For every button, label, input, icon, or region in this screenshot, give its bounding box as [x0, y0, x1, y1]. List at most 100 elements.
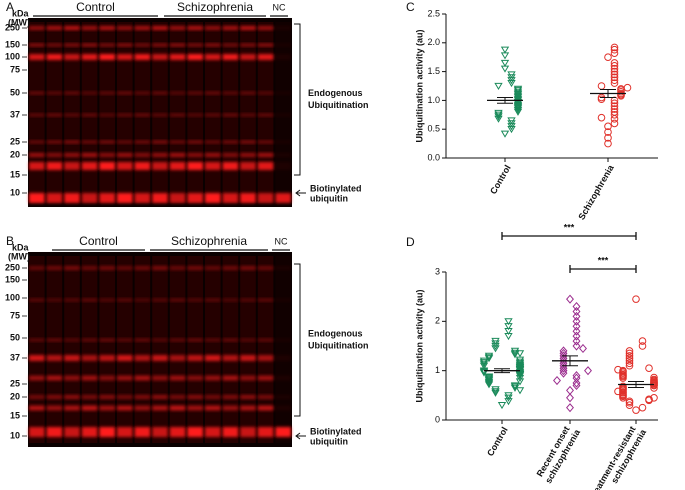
data-point	[572, 306, 581, 317]
marker-label: 37	[10, 352, 20, 362]
blot-band	[46, 395, 63, 399]
blot-band	[222, 427, 239, 437]
blot-band	[29, 193, 45, 203]
data-point	[610, 43, 619, 52]
blot-band	[169, 298, 186, 302]
blot-band	[222, 43, 239, 47]
data-point	[572, 371, 581, 381]
blot-band	[169, 266, 186, 270]
blot-band	[222, 26, 239, 30]
data-point	[504, 394, 513, 402]
data-point	[572, 301, 581, 312]
blot-band	[81, 375, 98, 381]
blot-band	[275, 193, 291, 203]
blot-band	[222, 54, 239, 60]
blot-band	[81, 266, 98, 270]
blot-band	[64, 375, 80, 381]
lane-smear	[169, 22, 186, 203]
blot-band	[99, 140, 115, 144]
blot-band	[64, 140, 80, 144]
blot-band	[222, 375, 239, 381]
lane-smear	[99, 256, 115, 443]
group-label: Schizophrenia	[171, 234, 247, 248]
blot-band	[81, 91, 98, 95]
data-point	[559, 346, 568, 356]
y-tick-label: 1	[435, 365, 440, 375]
blot-band	[64, 26, 80, 30]
y-tick-label: 1.0	[427, 95, 440, 105]
data-point	[510, 382, 520, 390]
data-point	[572, 311, 581, 321]
data-point	[484, 374, 494, 382]
data-point	[484, 377, 494, 385]
marker-label: 75	[10, 310, 20, 320]
data-point	[515, 350, 525, 358]
blot-band	[29, 405, 45, 411]
lane-smear	[205, 256, 221, 443]
blot-band	[205, 162, 221, 170]
arrow-label: Biotinylated	[310, 426, 362, 436]
data-point	[484, 375, 494, 383]
sem-bar	[494, 368, 510, 374]
blot-band	[169, 427, 186, 437]
data-point	[638, 403, 647, 412]
lane-smear	[275, 22, 291, 203]
blot-band	[134, 427, 151, 437]
data-point	[491, 337, 500, 346]
lane-smear	[117, 22, 133, 203]
blot-band	[257, 26, 274, 30]
blot-band	[169, 338, 186, 342]
data-point	[510, 349, 520, 357]
data-point	[515, 360, 525, 368]
blot-band	[240, 395, 256, 399]
blot-band	[46, 91, 63, 95]
group-label: Control	[79, 234, 118, 248]
blot-band	[64, 427, 80, 437]
data-point	[572, 336, 581, 346]
blot-band	[169, 140, 186, 144]
blot-band	[46, 153, 63, 157]
bracket	[294, 23, 301, 176]
data-point	[491, 389, 500, 397]
data-point	[610, 67, 619, 76]
group-label: Schizophrenia	[177, 0, 253, 14]
blot-band	[187, 375, 203, 381]
blot-band	[117, 140, 133, 144]
blot-band	[187, 405, 203, 411]
bracket	[294, 263, 301, 417]
blot-band	[257, 338, 274, 342]
blot-band	[134, 91, 151, 95]
data-point	[625, 352, 634, 360]
blot-band	[169, 375, 186, 381]
blot-band	[64, 162, 80, 170]
data-point	[625, 347, 634, 355]
arrow-label: ubiquitin	[310, 436, 348, 446]
lane-smear	[257, 256, 274, 443]
data-point	[645, 364, 653, 373]
blot-band	[205, 193, 221, 203]
blot-band	[240, 153, 256, 157]
blot-band	[152, 91, 168, 95]
data-point	[566, 294, 574, 304]
data-point	[504, 318, 513, 326]
data-point	[484, 352, 494, 360]
blot-band	[169, 113, 186, 117]
blot-band	[46, 54, 63, 60]
data-point	[584, 366, 592, 376]
blot-band	[222, 355, 239, 361]
blot-band	[117, 405, 133, 411]
data-point	[515, 358, 525, 366]
blot-band	[117, 266, 133, 270]
blot-band	[64, 113, 80, 117]
data-point	[625, 349, 634, 358]
marker-label: 20	[10, 149, 20, 159]
blot-band	[64, 298, 80, 302]
blot-band	[257, 43, 274, 47]
lane-smear	[64, 22, 80, 203]
data-point	[610, 119, 619, 128]
blot-band	[257, 298, 274, 302]
unit-label: kDa	[12, 8, 30, 18]
y-tick-label: 0	[435, 414, 440, 424]
lane-smear	[240, 22, 256, 203]
data-point	[614, 365, 622, 374]
